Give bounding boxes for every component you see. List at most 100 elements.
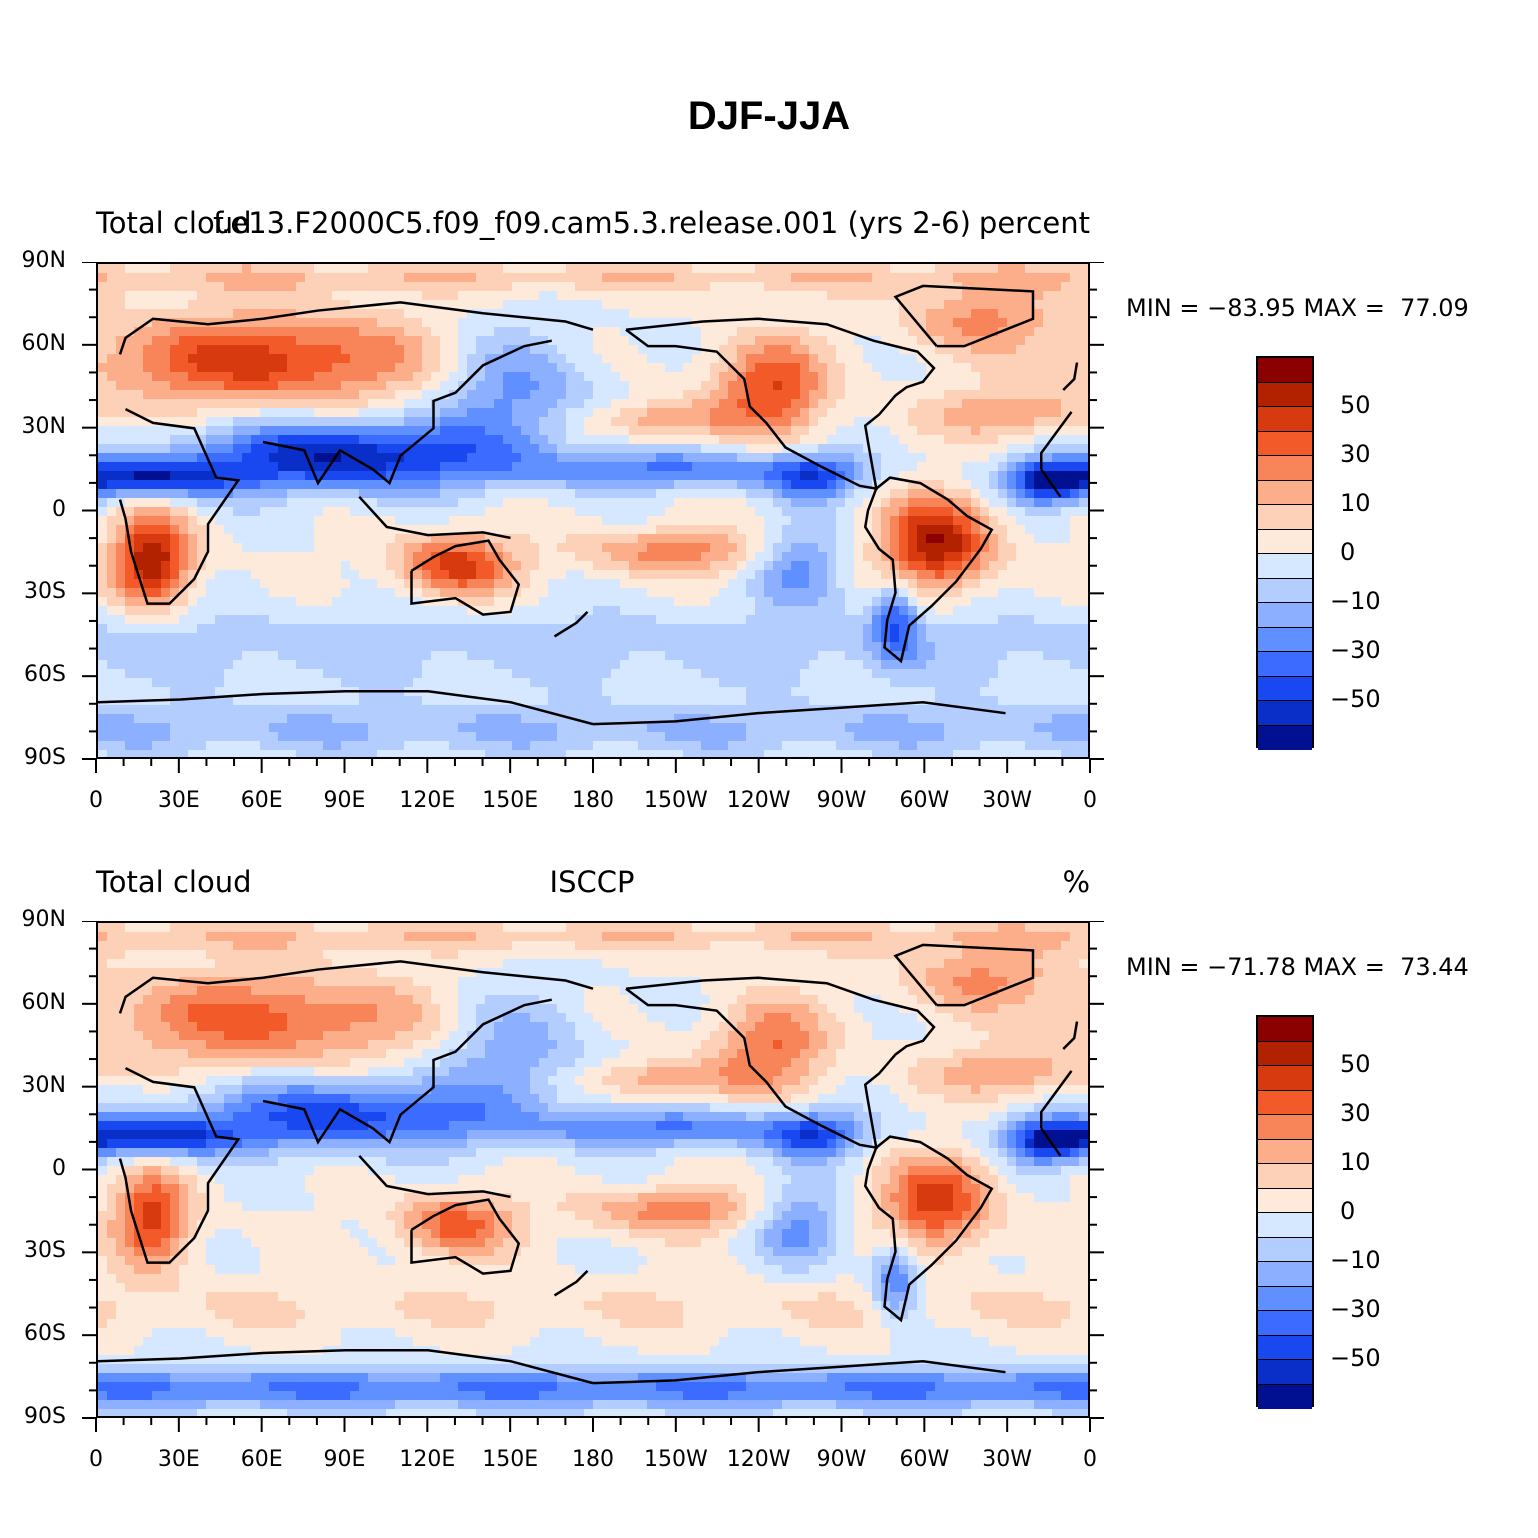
- coastline: [98, 1349, 594, 1385]
- colorbar-swatch: [1258, 701, 1312, 726]
- colorbar-swatch: [1258, 1041, 1312, 1066]
- coastline: [1062, 1021, 1079, 1050]
- y-tick-label: 30N: [21, 1072, 66, 1098]
- colorbar-swatch: [1258, 1139, 1312, 1164]
- colorbar-swatch: [1258, 431, 1312, 456]
- variable-label: Total cloud: [96, 206, 252, 240]
- colorbar-swatch: [1258, 725, 1312, 750]
- coastline: [553, 610, 589, 638]
- x-tick-label: 90W: [816, 1447, 867, 1472]
- coastline: [553, 1269, 589, 1297]
- x-tick-label: 0: [89, 1447, 103, 1472]
- y-tick-label: 60N: [21, 989, 66, 1015]
- colorbar-swatch: [1258, 554, 1312, 579]
- x-tick-label: 150W: [643, 788, 708, 813]
- x-tick-label: 150W: [643, 1447, 708, 1472]
- coastline: [592, 700, 1006, 726]
- x-tick-label: 30E: [157, 788, 200, 813]
- variable-label: Total cloud: [96, 865, 252, 899]
- coastline: [410, 539, 521, 616]
- coastline: [1062, 362, 1079, 391]
- colorbar-swatch: [1258, 480, 1312, 505]
- y-tick-label: 30N: [21, 413, 66, 439]
- y-tick-label: 60S: [24, 662, 66, 688]
- colorbar-swatch: [1258, 627, 1312, 652]
- coastline: [1040, 1070, 1073, 1129]
- map-panel-1: Total cloud f.e13.F2000C5.f09_f09.cam5.3…: [0, 190, 1538, 830]
- coastline: [592, 1359, 1006, 1385]
- colorbar-swatch: [1258, 578, 1312, 603]
- coastline: [358, 1154, 511, 1199]
- x-tick-label: 60E: [240, 1447, 283, 1472]
- colorbar-label: 10: [1340, 489, 1371, 517]
- dataset-label: ISCCP: [549, 865, 635, 899]
- colorbar-swatch: [1258, 1262, 1312, 1287]
- colorbar-swatch: [1258, 407, 1312, 432]
- coastline: [410, 1198, 521, 1275]
- colorbar-swatch: [1258, 1066, 1312, 1091]
- y-tick-label: 30S: [24, 579, 66, 605]
- colorbar-label: 50: [1340, 1050, 1371, 1078]
- colorbar-label: −30: [1330, 1295, 1381, 1323]
- colorbar-swatch: [1258, 1384, 1312, 1409]
- contour-map: [96, 262, 1090, 759]
- y-tick-label: 0: [52, 496, 66, 522]
- y-tick-label: 60S: [24, 1321, 66, 1347]
- min-max-readout: MIN = −71.78 MAX = 73.44: [1126, 953, 1469, 981]
- x-tick-label: 60E: [240, 788, 283, 813]
- coastline: [863, 1135, 994, 1323]
- coastline: [625, 976, 936, 1150]
- axis-ticks: [82, 921, 1104, 1432]
- axis-ticks: [82, 262, 1104, 773]
- colorbar-label: 10: [1340, 1148, 1371, 1176]
- min-max-readout: MIN = −83.95 MAX = 77.09: [1126, 294, 1469, 322]
- x-tick-label: 0: [89, 788, 103, 813]
- colorbar-swatch: [1258, 505, 1312, 530]
- x-tick-label: 30W: [982, 1447, 1033, 1472]
- colorbar-swatch: [1258, 676, 1312, 701]
- y-tick-label: 30S: [24, 1238, 66, 1264]
- colorbar-label: 30: [1340, 440, 1371, 468]
- x-tick-label: 120E: [399, 788, 456, 813]
- colorbar-label: −30: [1330, 636, 1381, 664]
- x-tick-label: 120W: [726, 1447, 791, 1472]
- colorbar-label: −50: [1330, 685, 1381, 713]
- y-tick-label: 0: [52, 1155, 66, 1181]
- x-tick-label: 30E: [157, 1447, 200, 1472]
- x-tick-label: 150E: [482, 788, 539, 813]
- coastline: [262, 339, 552, 486]
- x-tick-label: 60W: [899, 1447, 950, 1472]
- coastline: [118, 408, 241, 605]
- coastline: [893, 284, 1035, 348]
- colorbar: [1256, 1015, 1314, 1409]
- colorbar: [1256, 356, 1314, 750]
- coastline: [358, 495, 511, 540]
- colorbar-swatch: [1258, 1335, 1312, 1360]
- y-tick-label: 90S: [24, 1404, 66, 1429]
- colorbar-swatch: [1258, 1164, 1312, 1189]
- colorbar-swatch: [1258, 1017, 1312, 1042]
- units-label: percent: [978, 206, 1090, 240]
- x-tick-label: 120E: [399, 1447, 456, 1472]
- contour-map: [96, 921, 1090, 1418]
- x-tick-label: 60W: [899, 788, 950, 813]
- colorbar-swatch: [1258, 1213, 1312, 1238]
- coastline: [1040, 411, 1073, 470]
- colorbar-label: 50: [1340, 391, 1371, 419]
- coastline: [1040, 1127, 1062, 1157]
- contour-field: [98, 264, 1088, 757]
- colorbar-label: −10: [1330, 587, 1381, 615]
- colorbar-swatch: [1258, 358, 1312, 383]
- colorbar-swatch: [1258, 1090, 1312, 1115]
- y-tick-label: 90S: [24, 745, 66, 770]
- dataset-label: f.e13.F2000C5.f09_f09.cam5.3.release.001…: [213, 206, 971, 240]
- y-tick-label: 90N: [21, 248, 66, 273]
- colorbar-swatch: [1258, 603, 1312, 628]
- colorbar-swatch: [1258, 1286, 1312, 1311]
- colorbar-swatch: [1258, 456, 1312, 481]
- y-tick-label: 90N: [21, 907, 66, 932]
- coastline: [625, 317, 936, 491]
- colorbar-swatch: [1258, 652, 1312, 677]
- contour-field: [98, 923, 1088, 1416]
- x-tick-label: 150E: [482, 1447, 539, 1472]
